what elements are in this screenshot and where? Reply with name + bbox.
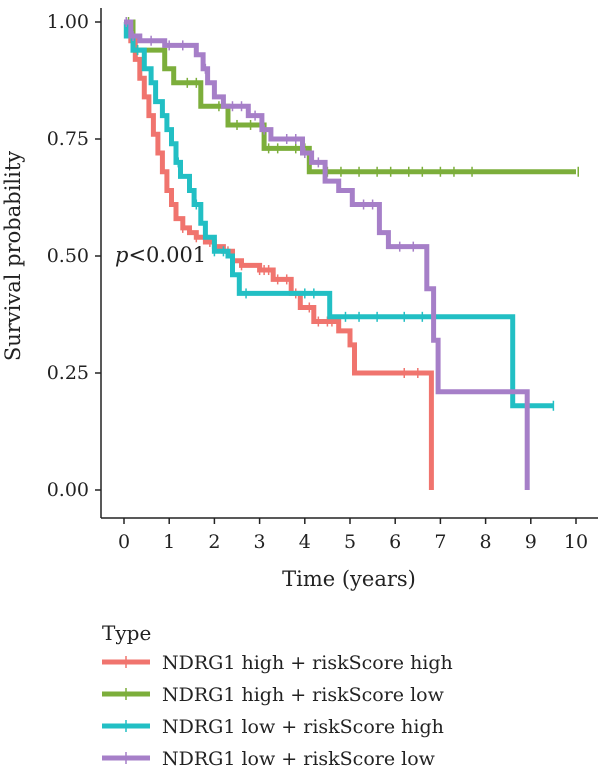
legend-label: NDRG1 low + riskScore high: [162, 716, 444, 738]
x-tick-label: 4: [299, 531, 311, 553]
x-tick-label: 7: [434, 531, 446, 553]
legend-label: NDRG1 low + riskScore low: [162, 748, 436, 770]
x-tick-label: 6: [389, 531, 401, 553]
p-value-text: <0.001: [128, 243, 206, 267]
legend-label: NDRG1 high + riskScore low: [162, 684, 445, 706]
y-tick-label: 0.00: [47, 479, 89, 501]
series-line-3: [123, 19, 554, 409]
y-tick-label: 0.50: [47, 245, 89, 267]
y-tick-label: 1.00: [47, 11, 89, 33]
series-line-2: [124, 19, 576, 175]
x-tick-label: 10: [564, 531, 588, 553]
x-tick-label: 8: [480, 531, 492, 553]
y-axis-title: Survival probability: [1, 151, 25, 361]
x-tick-label: 1: [163, 531, 175, 553]
p-value-letter: p: [115, 243, 128, 267]
x-tick-label: 5: [344, 531, 356, 553]
legend-title: Type: [102, 621, 151, 645]
x-axis-title: Time (years): [282, 567, 416, 591]
y-tick-label: 0.25: [47, 362, 89, 384]
series-layer: [123, 17, 580, 490]
x-tick-label: 2: [208, 531, 220, 553]
x-tick-label: 0: [118, 531, 130, 553]
legend-label: NDRG1 high + riskScore high: [162, 652, 453, 674]
axes-layer: 0.00 0.25 0.50 0.75 1.00 0 1 2 3 4 5 6 7 8 9 10: [47, 8, 598, 553]
legend: NDRG1 high + riskScore high NDRG1 high + …: [102, 652, 453, 770]
x-tick-label: 9: [525, 531, 537, 553]
x-tick-label: 3: [254, 531, 266, 553]
p-value-annotation: p<0.001: [115, 243, 206, 267]
y-tick-label: 0.75: [47, 128, 89, 150]
